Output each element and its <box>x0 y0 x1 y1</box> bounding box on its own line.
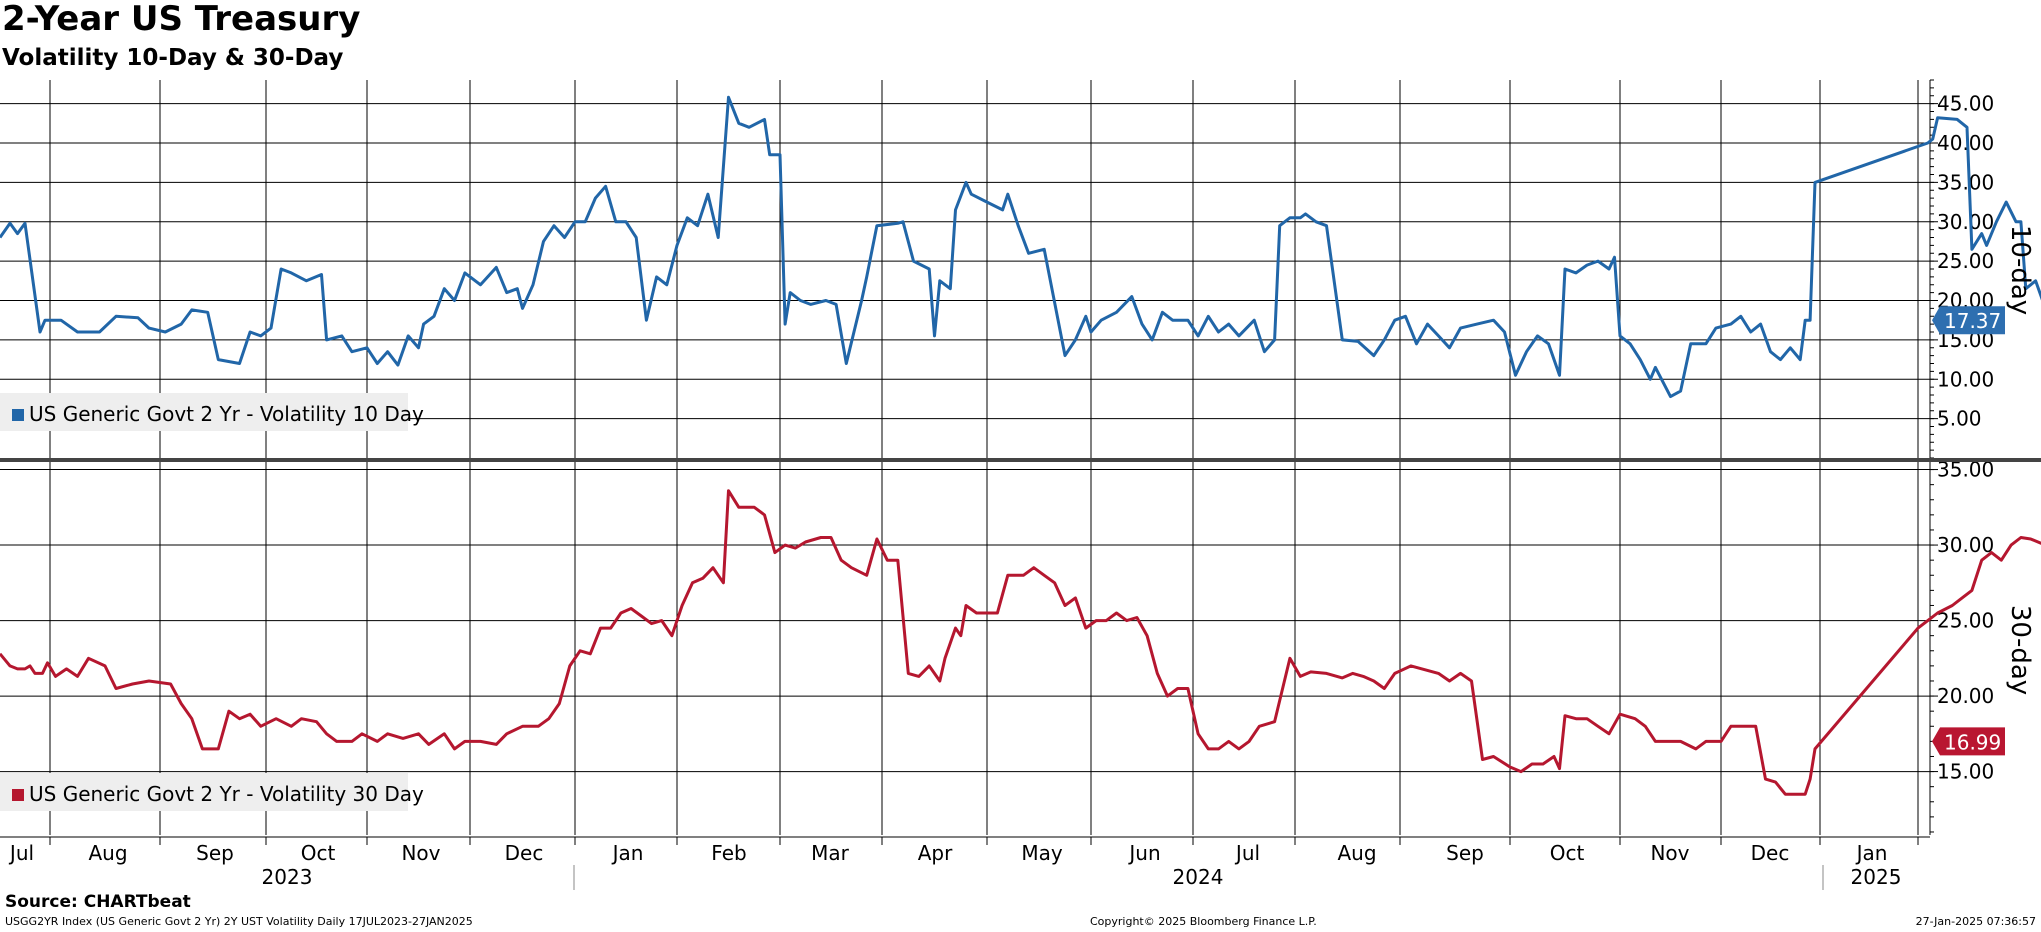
y-tick-label: 5.00 <box>1937 407 1982 431</box>
x-month-label: Sep <box>196 841 234 865</box>
series-line-10day <box>0 95 2041 399</box>
index-info: USGG2YR Index (US Generic Govt 2 Yr) 2Y … <box>5 915 473 928</box>
x-month-label: Aug <box>1337 841 1376 865</box>
x-month-label: Jan <box>611 841 644 865</box>
last-value-badge <box>1932 727 2005 756</box>
last-value-text: 16.99 <box>1944 730 2001 754</box>
y-tick-label: 25.00 <box>1937 609 1994 633</box>
y-tick-label: 30.00 <box>1937 210 1994 234</box>
x-month-label: Jun <box>1127 841 1160 865</box>
last-value-badge <box>1932 306 2005 335</box>
y-tick-label: 20.00 <box>1937 684 1994 708</box>
x-month-label: Oct <box>301 841 336 865</box>
chart-subtitle: Volatility 10-Day & 30-Day <box>2 45 344 71</box>
x-month-label: Sep <box>1446 841 1484 865</box>
x-month-label: Jul <box>8 841 34 865</box>
x-month-label: Nov <box>1650 841 1689 865</box>
legend-box <box>0 393 408 431</box>
x-year-label: 2025 <box>1851 865 1902 889</box>
x-year-label: 2023 <box>262 865 313 889</box>
y-tick-label: 45.00 <box>1937 92 1994 116</box>
y-tick-label: 30.00 <box>1937 533 1994 557</box>
y-tick-label: 10.00 <box>1937 367 1994 391</box>
legend-label: US Generic Govt 2 Yr - Volatility 10 Day <box>29 402 424 426</box>
x-month-label: May <box>1021 841 1063 865</box>
x-month-label: Jul <box>1234 841 1260 865</box>
last-value-text: 17.37 <box>1944 309 2001 333</box>
x-month-label: Jan <box>1855 841 1888 865</box>
legend-label: US Generic Govt 2 Yr - Volatility 30 Day <box>29 782 424 806</box>
series-line-30day <box>0 489 2041 796</box>
x-month-label: Apr <box>918 841 953 865</box>
legend-box <box>0 773 408 811</box>
x-month-label: Dec <box>505 841 544 865</box>
x-month-label: Nov <box>401 841 440 865</box>
axis-label-30day: 30-day <box>2005 605 2035 695</box>
y-tick-label: 15.00 <box>1937 760 1994 784</box>
y-tick-label: 40.00 <box>1937 131 1994 155</box>
copyright-notice: Copyright© 2025 Bloomberg Finance L.P. <box>1090 915 1317 928</box>
y-tick-label: 25.00 <box>1937 249 1994 273</box>
legend-swatch <box>12 789 24 801</box>
axis-label-10day: 10-day <box>2005 225 2035 315</box>
x-year-label: 2024 <box>1173 865 1224 889</box>
x-month-label: Feb <box>711 841 746 865</box>
timestamp: 27-Jan-2025 07:36:57 <box>1915 915 2036 928</box>
y-tick-label: 35.00 <box>1937 170 1994 194</box>
x-month-label: Oct <box>1550 841 1585 865</box>
source-label: Source: CHARTbeat <box>5 892 191 912</box>
chart-title: 2-Year US Treasury <box>2 0 361 39</box>
legend-swatch <box>12 409 24 421</box>
x-month-label: Mar <box>811 841 850 865</box>
x-month-label: Aug <box>88 841 127 865</box>
x-month-label: Dec <box>1751 841 1790 865</box>
